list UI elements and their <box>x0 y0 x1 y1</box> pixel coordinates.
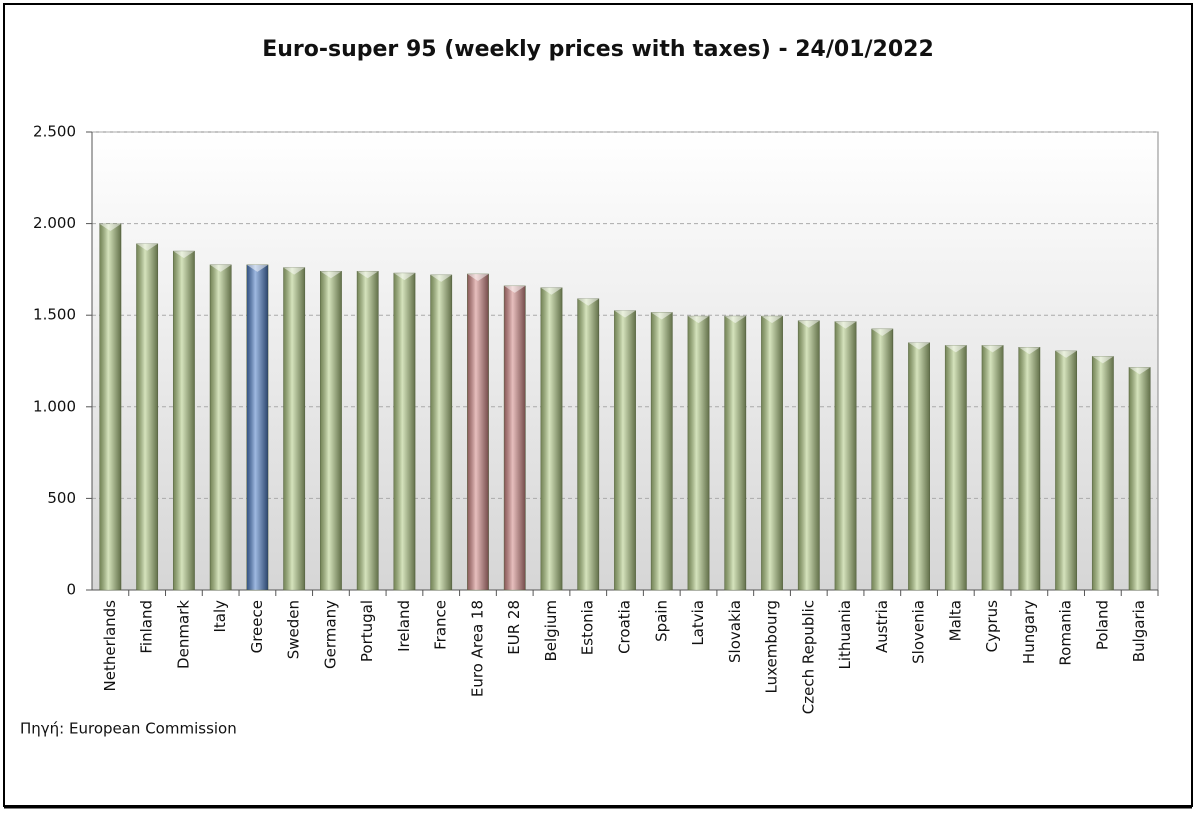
y-tick-label: 1.000 <box>33 397 76 415</box>
bar-shine <box>871 328 893 590</box>
bar-cap <box>136 243 158 251</box>
x-tick-label: Hungary <box>1020 600 1038 664</box>
bar-cap <box>467 273 489 281</box>
bar-shine <box>320 271 342 590</box>
x-tick-label: Germany <box>321 600 339 669</box>
bar-cap <box>908 342 930 350</box>
x-tick-label: Spain <box>652 600 670 642</box>
bar-shine <box>1128 367 1151 590</box>
bar-shine <box>908 342 930 590</box>
bar-cap <box>724 316 746 324</box>
bar-cap <box>430 274 452 282</box>
bar-shine <box>798 320 820 590</box>
bar-cap <box>945 345 967 353</box>
x-tick-label: Czech Republic <box>799 600 817 714</box>
bar-cap <box>687 316 710 324</box>
bar-cap <box>540 287 563 295</box>
bar-shine <box>761 316 783 590</box>
x-tick-label: Italy <box>211 600 229 633</box>
bar-cap <box>357 271 379 279</box>
y-tick-label: 1.500 <box>33 306 76 324</box>
x-tick-label: Austria <box>873 600 891 653</box>
bar-shine <box>614 310 636 590</box>
x-tick-label: Denmark <box>174 600 192 669</box>
bar-cap <box>577 298 599 306</box>
bar-shine <box>209 264 232 590</box>
bar-cap <box>834 321 857 329</box>
y-tick-label: 2.000 <box>33 214 76 232</box>
bar-cap <box>504 285 526 293</box>
x-tick-label: Finland <box>138 600 156 654</box>
x-tick-label: Luxembourg <box>763 600 781 694</box>
bar-shine <box>283 267 305 590</box>
bar-shine <box>467 273 489 590</box>
bar-shine <box>834 321 857 590</box>
y-tick-label: 0 <box>66 581 76 599</box>
y-tick-label: 2.500 <box>33 123 76 141</box>
bar-shine <box>99 223 122 590</box>
bar-cap <box>761 316 783 324</box>
x-tick-label: Ireland <box>395 600 413 652</box>
bar-cap <box>320 271 342 279</box>
bar-shine <box>687 316 710 590</box>
x-tick-label: EUR 28 <box>505 600 523 655</box>
bar-cap <box>981 345 1004 353</box>
x-tick-label: Slovenia <box>910 600 928 664</box>
bar-shine <box>504 285 526 590</box>
x-tick-label: Bulgaria <box>1130 600 1148 662</box>
x-tick-label: Greece <box>248 600 266 653</box>
bar-cap <box>614 310 636 318</box>
bar-cap <box>871 328 893 336</box>
bar-cap <box>283 267 305 275</box>
bar-cap <box>1128 367 1151 375</box>
bar-cap <box>1055 350 1077 358</box>
x-tick-label: Euro Area 18 <box>468 600 486 697</box>
bar-cap <box>246 264 269 272</box>
bar-cap <box>393 273 416 281</box>
bar-shine <box>1092 356 1114 590</box>
bar-shine <box>1018 347 1041 590</box>
bar-shine <box>393 273 416 590</box>
bar-shine <box>246 264 269 590</box>
x-tick-label: Latvia <box>689 600 707 646</box>
source-note: Πηγή: European Commission <box>20 720 237 738</box>
bar-shine <box>136 243 158 590</box>
bar-shine <box>577 298 599 590</box>
x-tick-label: Portugal <box>358 600 376 662</box>
bar-shine <box>430 274 452 590</box>
bar-cap <box>798 320 820 328</box>
x-tick-label: Belgium <box>542 600 560 662</box>
x-tick-label: France <box>432 600 450 650</box>
bar-cap <box>173 251 195 259</box>
bar-shine <box>651 312 673 590</box>
x-tick-label: Cyprus <box>983 600 1001 653</box>
bar-cap <box>209 264 232 272</box>
x-tick-label: Estonia <box>579 600 597 655</box>
y-tick-label: 500 <box>47 489 76 507</box>
bar-shine <box>945 345 967 590</box>
chart-title: Euro-super 95 (weekly prices with taxes)… <box>262 37 934 62</box>
x-tick-label: Slovakia <box>726 600 744 663</box>
x-tick-label: Croatia <box>616 600 634 654</box>
x-tick-label: Sweden <box>285 600 303 659</box>
bar-shine <box>724 316 746 590</box>
bar-cap <box>99 223 122 231</box>
bar-shine <box>1055 350 1077 590</box>
bar-shine <box>357 271 379 590</box>
bar-cap <box>651 312 673 320</box>
x-tick-label: Romania <box>1057 600 1075 666</box>
bar-cap <box>1018 347 1041 355</box>
bar-shine <box>981 345 1004 590</box>
bar-shine <box>540 287 563 590</box>
x-tick-label: Netherlands <box>101 600 119 692</box>
x-tick-label: Lithuania <box>836 600 854 669</box>
bar-cap <box>1092 356 1114 364</box>
x-tick-label: Malta <box>946 600 964 641</box>
bar-shine <box>173 251 195 590</box>
x-tick-label: Poland <box>1093 600 1111 650</box>
